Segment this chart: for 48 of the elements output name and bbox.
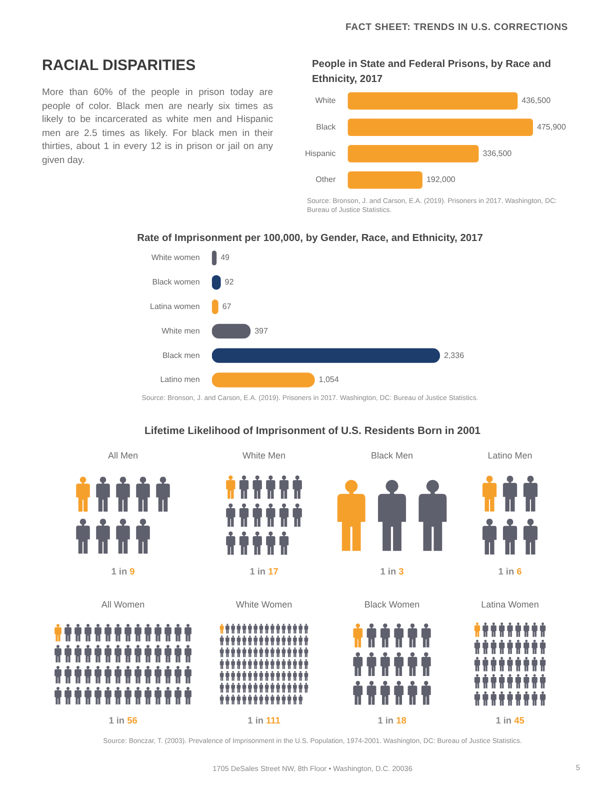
- category-label: Black Women: [364, 599, 420, 610]
- text: FACT SHEET: TRENDS IN U.S. CORRECTIONS: [346, 22, 568, 33]
- y-tick-label: Black women: [152, 278, 200, 287]
- category-label: White Men: [242, 450, 286, 460]
- chart-title: People in State and Federal Prisons, by Race and Ethnicity, 2017: [312, 58, 552, 87]
- data-label: 67: [222, 302, 232, 312]
- category-label: White Women: [236, 599, 292, 610]
- y-tick-label: White women: [151, 253, 200, 262]
- category-label: Latino Men: [488, 450, 532, 460]
- y-tick-label: White: [315, 96, 336, 106]
- data-label: 2,336: [444, 350, 465, 360]
- data-label: 336,500: [482, 148, 512, 158]
- y-tick-label: Latino men: [160, 375, 200, 384]
- bar: [212, 372, 315, 388]
- data-label: 1 in 56: [108, 716, 138, 726]
- data-label: 1 in 3: [380, 566, 404, 577]
- data-label: 192,000: [426, 175, 456, 184]
- data-label: 92: [224, 278, 234, 287]
- text: RACIAL DISPARITIES: [42, 57, 196, 74]
- y-tick-label: Hispanic: [304, 148, 336, 158]
- data-label: 436,500: [522, 96, 552, 106]
- bar: [348, 118, 533, 136]
- data-label: 1 in 111: [248, 716, 280, 726]
- data-label: 1 in 17: [250, 566, 278, 577]
- y-tick-label: Other: [316, 175, 336, 184]
- bar: [348, 144, 479, 162]
- chart-title: Rate of Imprisonment per 100,000, by Gender, Race, and Ethnicity, 2017: [136, 232, 484, 246]
- category-label: Black Men: [370, 450, 414, 460]
- data-label: 397: [254, 326, 268, 336]
- bar: [348, 171, 422, 189]
- y-tick-label: Black men: [162, 350, 200, 360]
- y-tick-label: White men: [162, 326, 200, 336]
- category-label: Latina Women: [481, 599, 539, 610]
- data-label: 49: [220, 253, 230, 262]
- category-label: All Women: [101, 599, 145, 610]
- data-label: 1 in 9: [111, 566, 135, 577]
- data-label: 1,054: [318, 375, 340, 384]
- text: Lifetime Likelihood of Imprisonment of U.S. Residents Born in 2001: [143, 425, 482, 437]
- text: More than 60% of the people in prison today are people of color. Black men are nearly six times as likely to be incarcerated as white men and Hispanic men are 2.5 times as likely. For black men in their thirties, about 1 in every 12 is in prison or jail on any given day.: [42, 86, 273, 168]
- y-tick-label: Latina women: [150, 302, 200, 312]
- y-tick-label: Black: [316, 122, 337, 132]
- data-label: 475,900: [537, 122, 566, 132]
- data-label: 1 in 45: [496, 716, 524, 726]
- category-label: All Men: [108, 450, 138, 460]
- bar: [348, 92, 518, 110]
- data-label: 1 in 18: [378, 716, 406, 726]
- data-label: 1 in 6: [498, 566, 522, 577]
- bar: [212, 348, 440, 363]
